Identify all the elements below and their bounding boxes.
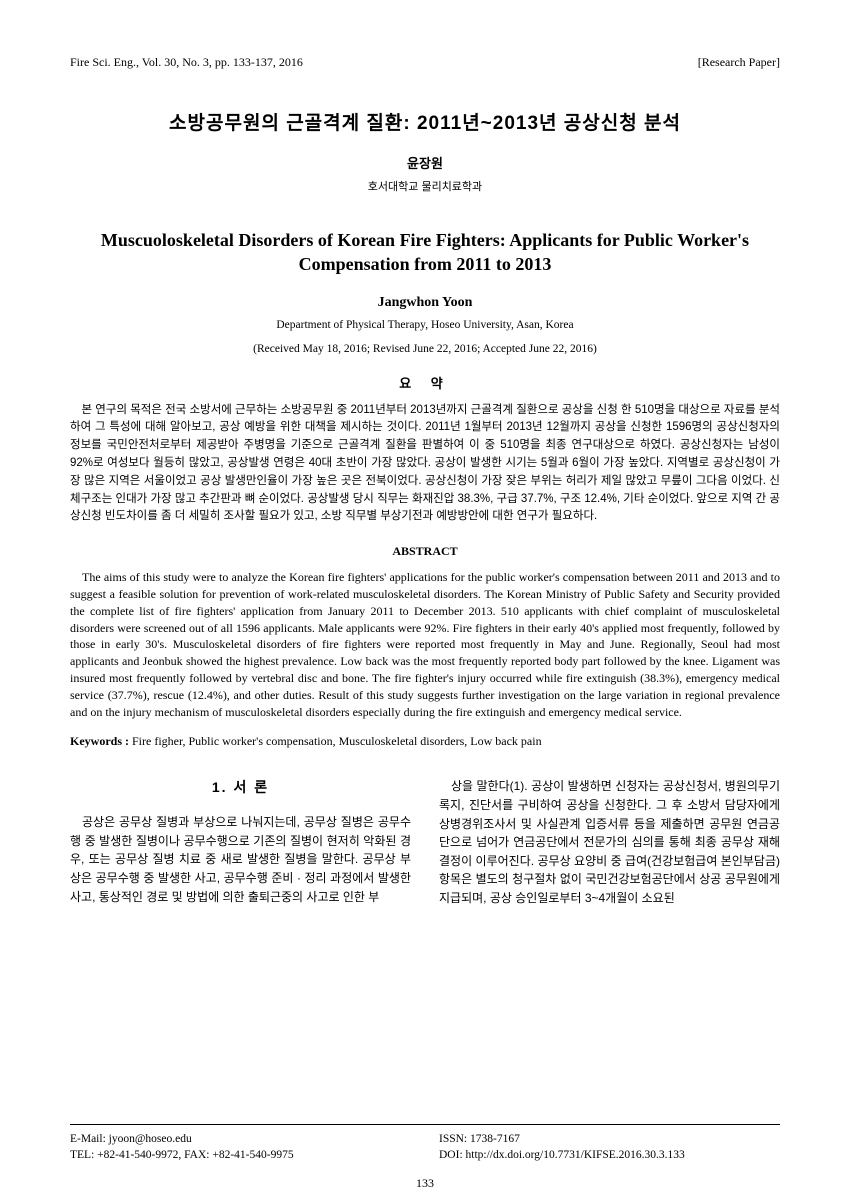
- abstract-english: The aims of this study were to analyze t…: [70, 569, 780, 720]
- author-english: Jangwhon Yoon: [70, 295, 780, 311]
- body-column-left: 1. 서 론 공상은 공무상 질병과 부상으로 나눠지는데, 공무상 질병은 공…: [70, 777, 411, 907]
- footer-issn: ISSN: 1738-7167: [439, 1131, 780, 1147]
- author-korean: 윤장원: [70, 153, 780, 172]
- footer-identifiers: ISSN: 1738-7167 DOI: http://dx.doi.org/1…: [439, 1131, 780, 1163]
- footer-tel: TEL: +82-41-540-9972, FAX: +82-41-540-99…: [70, 1147, 411, 1163]
- body-paragraph: 상을 말한다(1). 공상이 발생하면 신청자는 공상신청서, 병원의무기록지,…: [439, 777, 780, 907]
- section-1-heading: 1. 서 론: [70, 777, 411, 799]
- journal-citation: Fire Sci. Eng., Vol. 30, No. 3, pp. 133-…: [70, 55, 303, 70]
- page-number: 133: [0, 1176, 850, 1191]
- keywords-label: Keywords :: [70, 734, 129, 748]
- keywords-text: Fire figher, Public worker's compensatio…: [129, 734, 542, 748]
- footer-contact: E-Mail: jyoon@hoseo.edu TEL: +82-41-540-…: [70, 1131, 411, 1163]
- submission-dates: (Received May 18, 2016; Revised June 22,…: [70, 343, 780, 355]
- title-korean: 소방공무원의 근골격계 질환: 2011년~2013년 공상신청 분석: [70, 108, 780, 135]
- affiliation-korean: 호서대학교 물리치료학과: [70, 178, 780, 194]
- title-english: Muscuoloskeletal Disorders of Korean Fir…: [70, 228, 780, 277]
- abstract-korean: 본 연구의 목적은 전국 소방서에 근무하는 소방공무원 중 2011년부터 2…: [70, 402, 780, 527]
- body-column-right: 상을 말한다(1). 공상이 발생하면 신청자는 공상신청서, 병원의무기록지,…: [439, 777, 780, 907]
- page-footer: E-Mail: jyoon@hoseo.edu TEL: +82-41-540-…: [70, 1124, 780, 1163]
- abstract-heading-korean: 요 약: [70, 373, 780, 392]
- footer-doi: DOI: http://dx.doi.org/10.7731/KIFSE.201…: [439, 1147, 780, 1163]
- keywords-line: Keywords : Fire figher, Public worker's …: [70, 734, 780, 749]
- paper-type: [Research Paper]: [698, 55, 780, 70]
- affiliation-english: Department of Physical Therapy, Hoseo Un…: [70, 319, 780, 331]
- footer-email: E-Mail: jyoon@hoseo.edu: [70, 1131, 411, 1147]
- body-paragraph: 공상은 공무상 질병과 부상으로 나눠지는데, 공무상 질병은 공무수행 중 발…: [70, 813, 411, 906]
- abstract-heading-english: ABSTRACT: [70, 544, 780, 559]
